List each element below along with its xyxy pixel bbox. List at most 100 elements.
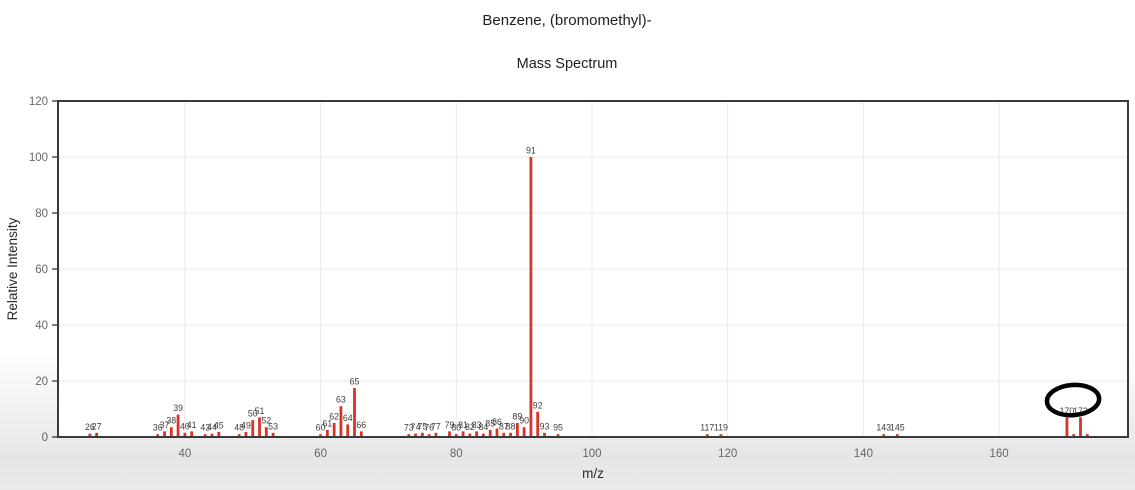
peak-bar-48 [237,434,241,437]
peak-bar-82 [468,433,472,437]
peak-label-73: 73 [404,423,414,433]
peak-bar-38 [169,427,173,437]
peak-label-61: 61 [322,419,332,429]
peak-bar-66 [359,431,363,437]
peak-bar-92 [536,411,540,437]
peak-label-74: 74 [411,422,421,432]
peak-label-27: 27 [92,421,102,431]
peak-bar-61 [325,430,329,437]
x-tick-label: 60 [314,448,327,460]
y-tick-label: 40 [35,320,48,332]
peak-label-117: 117 [700,423,714,433]
peak-label-88: 88 [506,421,516,431]
peak-bar-64 [346,424,350,437]
peak-label-81: 81 [458,420,468,430]
peak-label-89: 89 [512,412,522,422]
peak-label-60: 60 [316,423,326,433]
chart-subtitle: Mass Spectrum [517,56,618,72]
y-tick-label: 60 [35,264,48,276]
peak-label-83: 83 [472,420,482,430]
y-axis-title: Relative Intensity [5,217,20,320]
x-tick-label: 40 [178,448,191,460]
peak-label-93: 93 [540,421,550,431]
peak-label-38: 38 [166,416,176,426]
peak-label-76: 76 [424,423,434,433]
peak-label-52: 52 [261,416,271,426]
peak-label-66: 66 [356,420,366,430]
peak-label-53: 53 [268,421,278,431]
x-axis-title: m/z [582,466,604,481]
peak-label-64: 64 [343,413,353,423]
peak-bar-37 [163,431,166,437]
x-tick-label: 120 [718,448,737,460]
peak-bar-41 [190,431,194,437]
peak-bar-171 [1072,434,1076,437]
peak-label-43: 43 [200,423,210,433]
peak-label-172: 172 [1073,406,1088,416]
peak-bar-143 [882,434,886,437]
peak-label-119: 119 [714,423,728,433]
peak-bar-91 [529,157,533,437]
peak-label-51: 51 [255,406,265,416]
peak-label-82: 82 [465,422,475,432]
peak-bar-74 [414,433,417,437]
x-tick-label: 140 [854,448,873,460]
peak-bar-63 [339,406,343,437]
peak-label-75: 75 [417,421,427,431]
peak-label-85: 85 [485,419,495,429]
peak-bar-44 [210,433,214,437]
hand-drawn-circle-annotation [1044,382,1102,418]
peak-bar-145 [895,434,899,437]
peak-bar-85 [488,430,492,437]
peak-label-65: 65 [350,377,360,387]
peak-bar-117 [705,434,709,437]
peak-bar-51 [258,417,261,437]
peak-bar-79 [448,431,451,437]
y-tick-label: 80 [35,208,48,220]
peak-label-170: 170 [1060,406,1075,416]
peak-bar-53 [271,432,275,437]
peak-bar-87 [502,432,506,437]
peak-label-84: 84 [479,422,489,432]
peak-bar-88 [509,432,512,437]
peak-label-40: 40 [180,421,190,431]
peak-label-26: 26 [85,422,95,432]
x-tick-label: 100 [582,448,601,460]
peak-label-63: 63 [336,395,346,405]
peak-label-86: 86 [492,417,502,427]
peak-bar-50 [251,420,255,437]
peak-bar-62 [332,423,336,437]
peak-bar-90 [522,427,526,437]
peak-label-90: 90 [519,416,529,426]
peak-bar-43 [203,434,207,437]
peak-label-92: 92 [533,400,543,410]
peak-label-48: 48 [234,423,244,433]
peak-bar-36 [156,434,160,437]
peak-label-143: 143 [876,423,891,433]
x-tick-label: 80 [450,448,463,460]
peak-label-49: 49 [241,420,251,430]
peak-bar-27 [95,432,99,437]
peak-bar-26 [88,433,92,437]
peak-bar-172 [1079,417,1082,437]
peak-bar-40 [183,432,187,437]
peak-label-41: 41 [187,420,197,430]
peak-bar-52 [264,427,268,437]
peak-bar-65 [353,388,356,437]
peak-label-37: 37 [160,420,170,430]
peak-bar-86 [495,428,499,437]
peak-label-95: 95 [553,423,563,433]
peak-bar-84 [482,433,485,437]
peak-label-87: 87 [499,421,509,431]
peak-bar-170 [1065,417,1069,437]
peak-bar-83 [475,431,479,437]
peak-label-39: 39 [173,403,183,413]
peak-bar-119 [719,434,723,437]
peak-bar-95 [556,434,560,437]
peak-bar-80 [454,434,458,437]
y-tick-label: 100 [29,152,48,164]
x-tick-label: 160 [989,448,1008,460]
peak-bar-77 [434,432,438,437]
peak-label-77: 77 [431,421,441,431]
